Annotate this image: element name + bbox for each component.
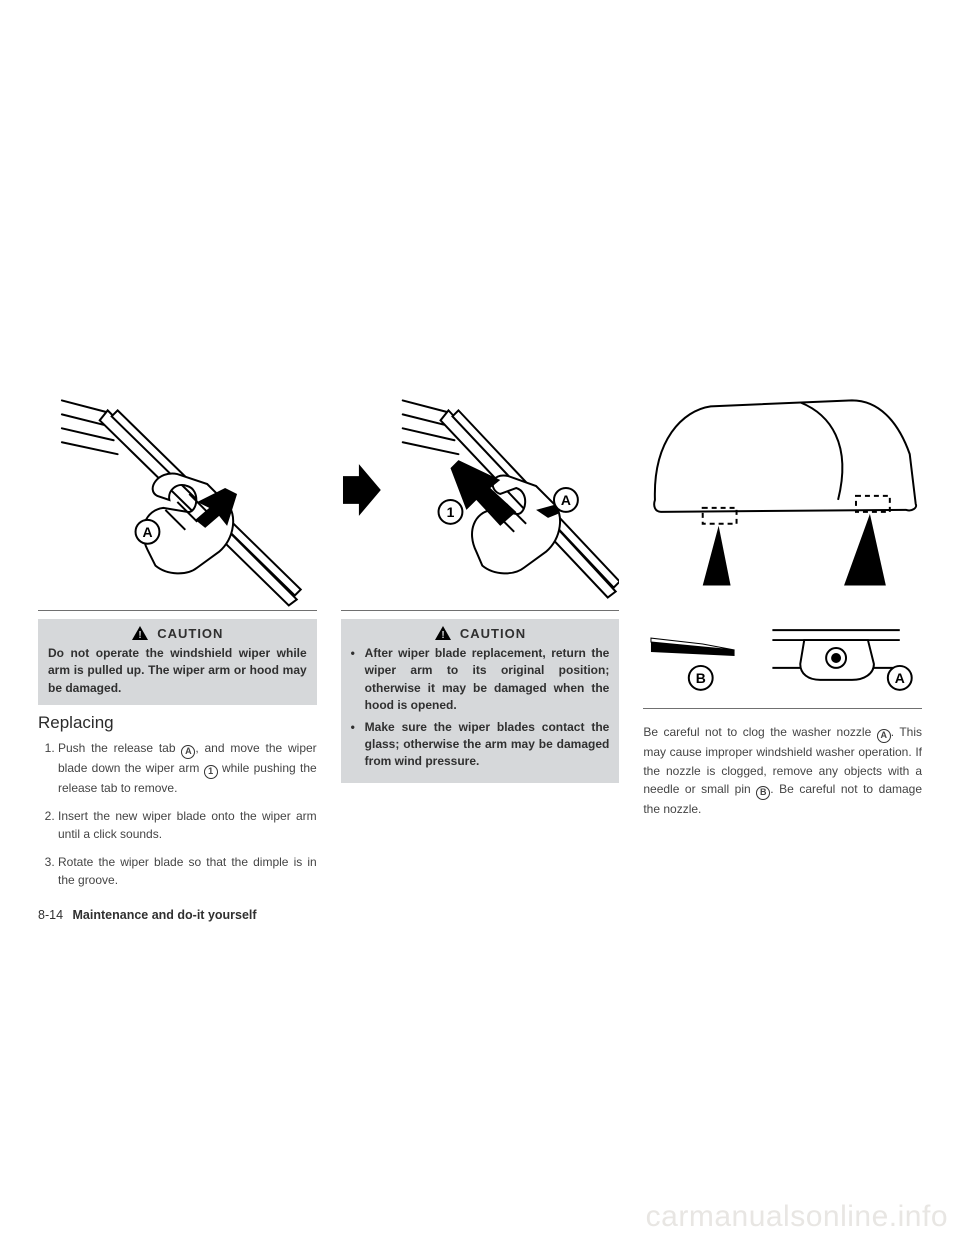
caution-text-1: Do not operate the windshield wiper whil… <box>48 645 307 697</box>
label-a-inline: A <box>181 745 195 759</box>
svg-text:!: ! <box>139 630 142 641</box>
figure-nozzle-hood <box>643 370 922 590</box>
column-1: A ! CAUTION Do not operate the windshiel… <box>38 370 317 899</box>
body-before: Be careful not to clog the washer nozzle <box>643 725 876 739</box>
svg-text:1: 1 <box>446 504 454 520</box>
caution-header-2: ! CAUTION <box>351 625 610 641</box>
figure-wiper-install: 1 A <box>341 370 620 611</box>
column-2: 1 A ! CAUTION After wiper blade replacem… <box>341 370 620 899</box>
caution-title-2: CAUTION <box>460 626 526 641</box>
three-column-layout: A ! CAUTION Do not operate the windshiel… <box>38 370 922 899</box>
watermark: carmanualsonline.info <box>646 1200 948 1234</box>
label-b-inline: B <box>756 786 770 800</box>
nozzle-detail-illustration: B A <box>643 598 922 708</box>
page-number: 8-14 <box>38 908 63 922</box>
step-2: Insert the new wiper blade onto the wipe… <box>58 807 317 843</box>
warning-icon: ! <box>131 625 149 641</box>
step1-before: Push the release tab <box>58 741 181 755</box>
svg-text:A: A <box>895 670 905 686</box>
caution-header-1: ! CAUTION <box>48 625 307 641</box>
section-title: Maintenance and do-it yourself <box>73 908 257 922</box>
wiper-install-illustration: 1 A <box>341 370 620 610</box>
step-3: Rotate the wiper blade so that the dimpl… <box>58 853 317 889</box>
caution-box-2: ! CAUTION After wiper blade replacement,… <box>341 619 620 783</box>
replacing-heading: Replacing <box>38 713 317 733</box>
warning-icon: ! <box>434 625 452 641</box>
svg-text:B: B <box>696 670 706 686</box>
caution-title-1: CAUTION <box>157 626 223 641</box>
manual-page: A ! CAUTION Do not operate the windshiel… <box>0 0 960 1242</box>
svg-text:A: A <box>561 492 571 508</box>
svg-text:A: A <box>142 524 152 540</box>
caution-box-1: ! CAUTION Do not operate the windshield … <box>38 619 317 705</box>
label-1-inline: 1 <box>204 765 218 779</box>
caution-list-2: After wiper blade replacement, return th… <box>351 645 610 771</box>
figure-wiper-remove: A <box>38 370 317 611</box>
step-1: Push the release tab A, and move the wip… <box>58 739 317 797</box>
wiper-remove-illustration: A <box>38 370 317 610</box>
nozzle-body-text: Be careful not to clog the washer nozzle… <box>643 723 922 819</box>
caution-bullet-1: After wiper blade replacement, return th… <box>351 645 610 715</box>
page-footer: 8-14 Maintenance and do-it yourself <box>38 908 257 922</box>
replacing-steps: Push the release tab A, and move the wip… <box>38 739 317 889</box>
label-a-inline-2: A <box>877 729 891 743</box>
column-3: B A Be careful not to clo <box>643 370 922 899</box>
nozzle-hood-illustration <box>643 370 922 590</box>
caution-bullet-2: Make sure the wiper blades contact the g… <box>351 719 610 771</box>
figure-nozzle-detail: B A <box>643 598 922 709</box>
svg-text:!: ! <box>441 630 444 641</box>
